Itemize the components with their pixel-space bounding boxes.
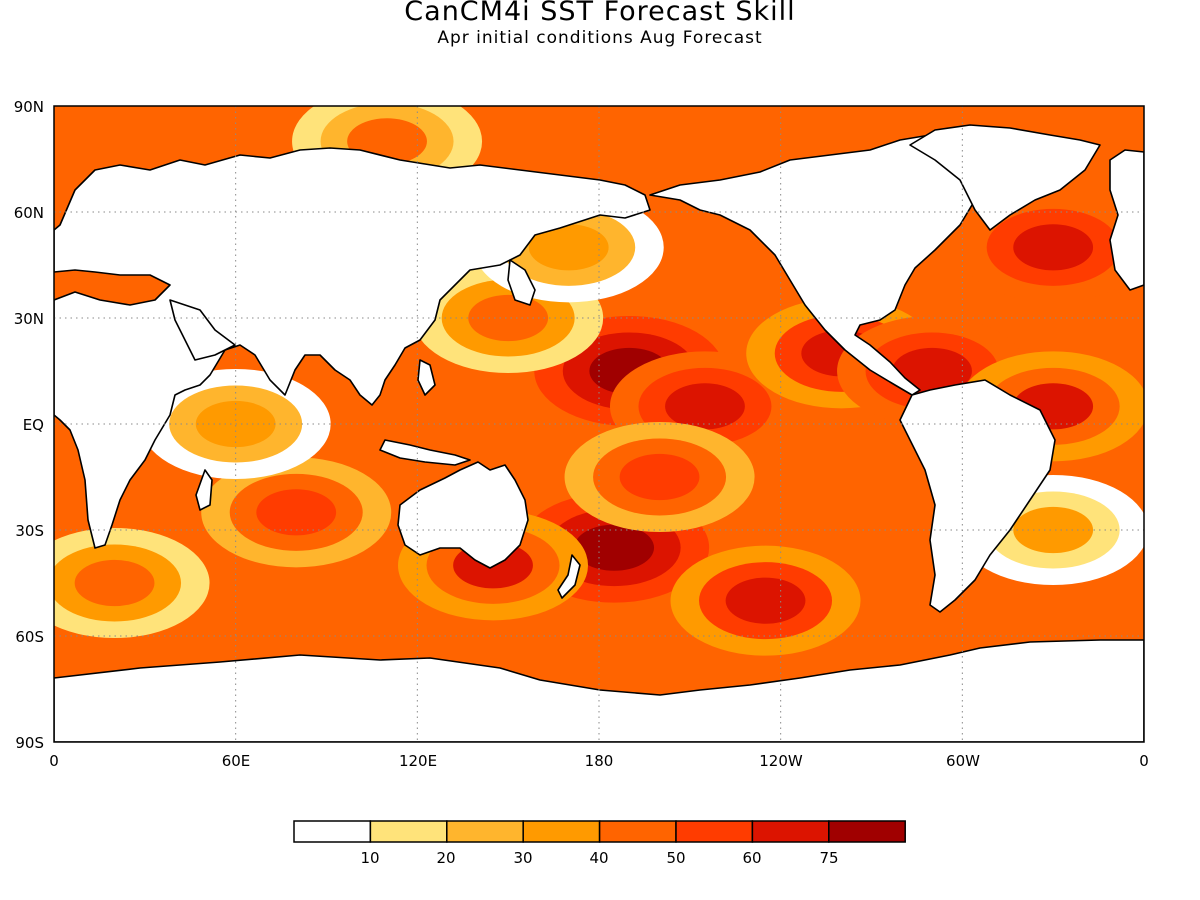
colorbar-label: 10: [360, 849, 379, 867]
longitude-axis: 0 60E 120E 180 120W 60W 0: [49, 752, 1149, 770]
africa-eurasia-landmass: [54, 147, 651, 549]
skill-region-12: [74, 559, 155, 607]
lat-label: 90N: [14, 98, 44, 116]
philippines: [417, 359, 436, 396]
lon-label: 0: [1139, 752, 1149, 770]
lat-label: 60N: [14, 204, 44, 222]
south-america: [899, 379, 1056, 613]
skill-region-3: [725, 577, 806, 624]
colorbar-label: 50: [666, 849, 685, 867]
lat-label: EQ: [23, 416, 44, 434]
colorbar-label: 20: [436, 849, 455, 867]
skill-region-15: [619, 453, 700, 501]
new-zealand: [557, 554, 581, 599]
colorbar-swatch: [369, 820, 448, 843]
north-america: [649, 134, 976, 396]
indonesia: [379, 439, 471, 466]
skill-region-2: [574, 524, 655, 571]
graticule: [54, 106, 1144, 742]
colorbar: [293, 820, 906, 843]
greenland: [909, 124, 1101, 231]
lon-label: 60W: [946, 752, 980, 770]
antarctica: [54, 639, 1144, 742]
lon-label: 180: [585, 752, 614, 770]
colorbar-labels: 10 20 30 40 50 60 75: [360, 849, 838, 867]
colorbar-label: 75: [819, 849, 838, 867]
lat-label: 60S: [15, 628, 44, 646]
skill-region-8: [468, 294, 549, 342]
colorbar-swatch: [522, 820, 601, 843]
lat-label: 30N: [14, 310, 44, 328]
lat-label: 90S: [15, 734, 44, 752]
lon-label: 120E: [399, 752, 437, 770]
colorbar-swatch: [828, 820, 906, 843]
madagascar: [195, 469, 213, 511]
lon-label: 0: [49, 752, 59, 770]
europe-northwest: [1109, 149, 1144, 291]
chart-subtitle: Apr initial conditions Aug Forecast: [437, 28, 763, 48]
colorbar-swatch: [675, 820, 754, 843]
colorbar-label: 40: [589, 849, 608, 867]
lon-label: 120W: [759, 752, 803, 770]
skill-region-1: [665, 383, 745, 430]
skill-region-10: [256, 489, 337, 536]
colorbar-swatch: [446, 820, 524, 843]
australia: [397, 461, 529, 569]
chart-title: CanCM4i SST Forecast Skill: [404, 0, 796, 27]
colorbar-swatch: [598, 820, 677, 843]
colorbar-swatch: [751, 820, 830, 843]
colorbar-label: 60: [742, 849, 761, 867]
arabia-coast: [169, 299, 236, 361]
latitude-axis: 90N 60N 30N EQ 30S 60S 90S: [14, 98, 44, 752]
continents: [54, 124, 1144, 742]
skill-region-7: [1013, 224, 1094, 271]
colorbar-swatch: [293, 820, 372, 843]
lat-label: 30S: [15, 522, 44, 540]
skill-region-5: [892, 347, 972, 395]
colorbar-label: 30: [513, 849, 532, 867]
skill-region-13: [1013, 506, 1094, 554]
skill-region-9: [528, 224, 609, 271]
japan: [507, 259, 536, 306]
lon-label: 60E: [222, 752, 251, 770]
map-frame: [53, 105, 1145, 743]
